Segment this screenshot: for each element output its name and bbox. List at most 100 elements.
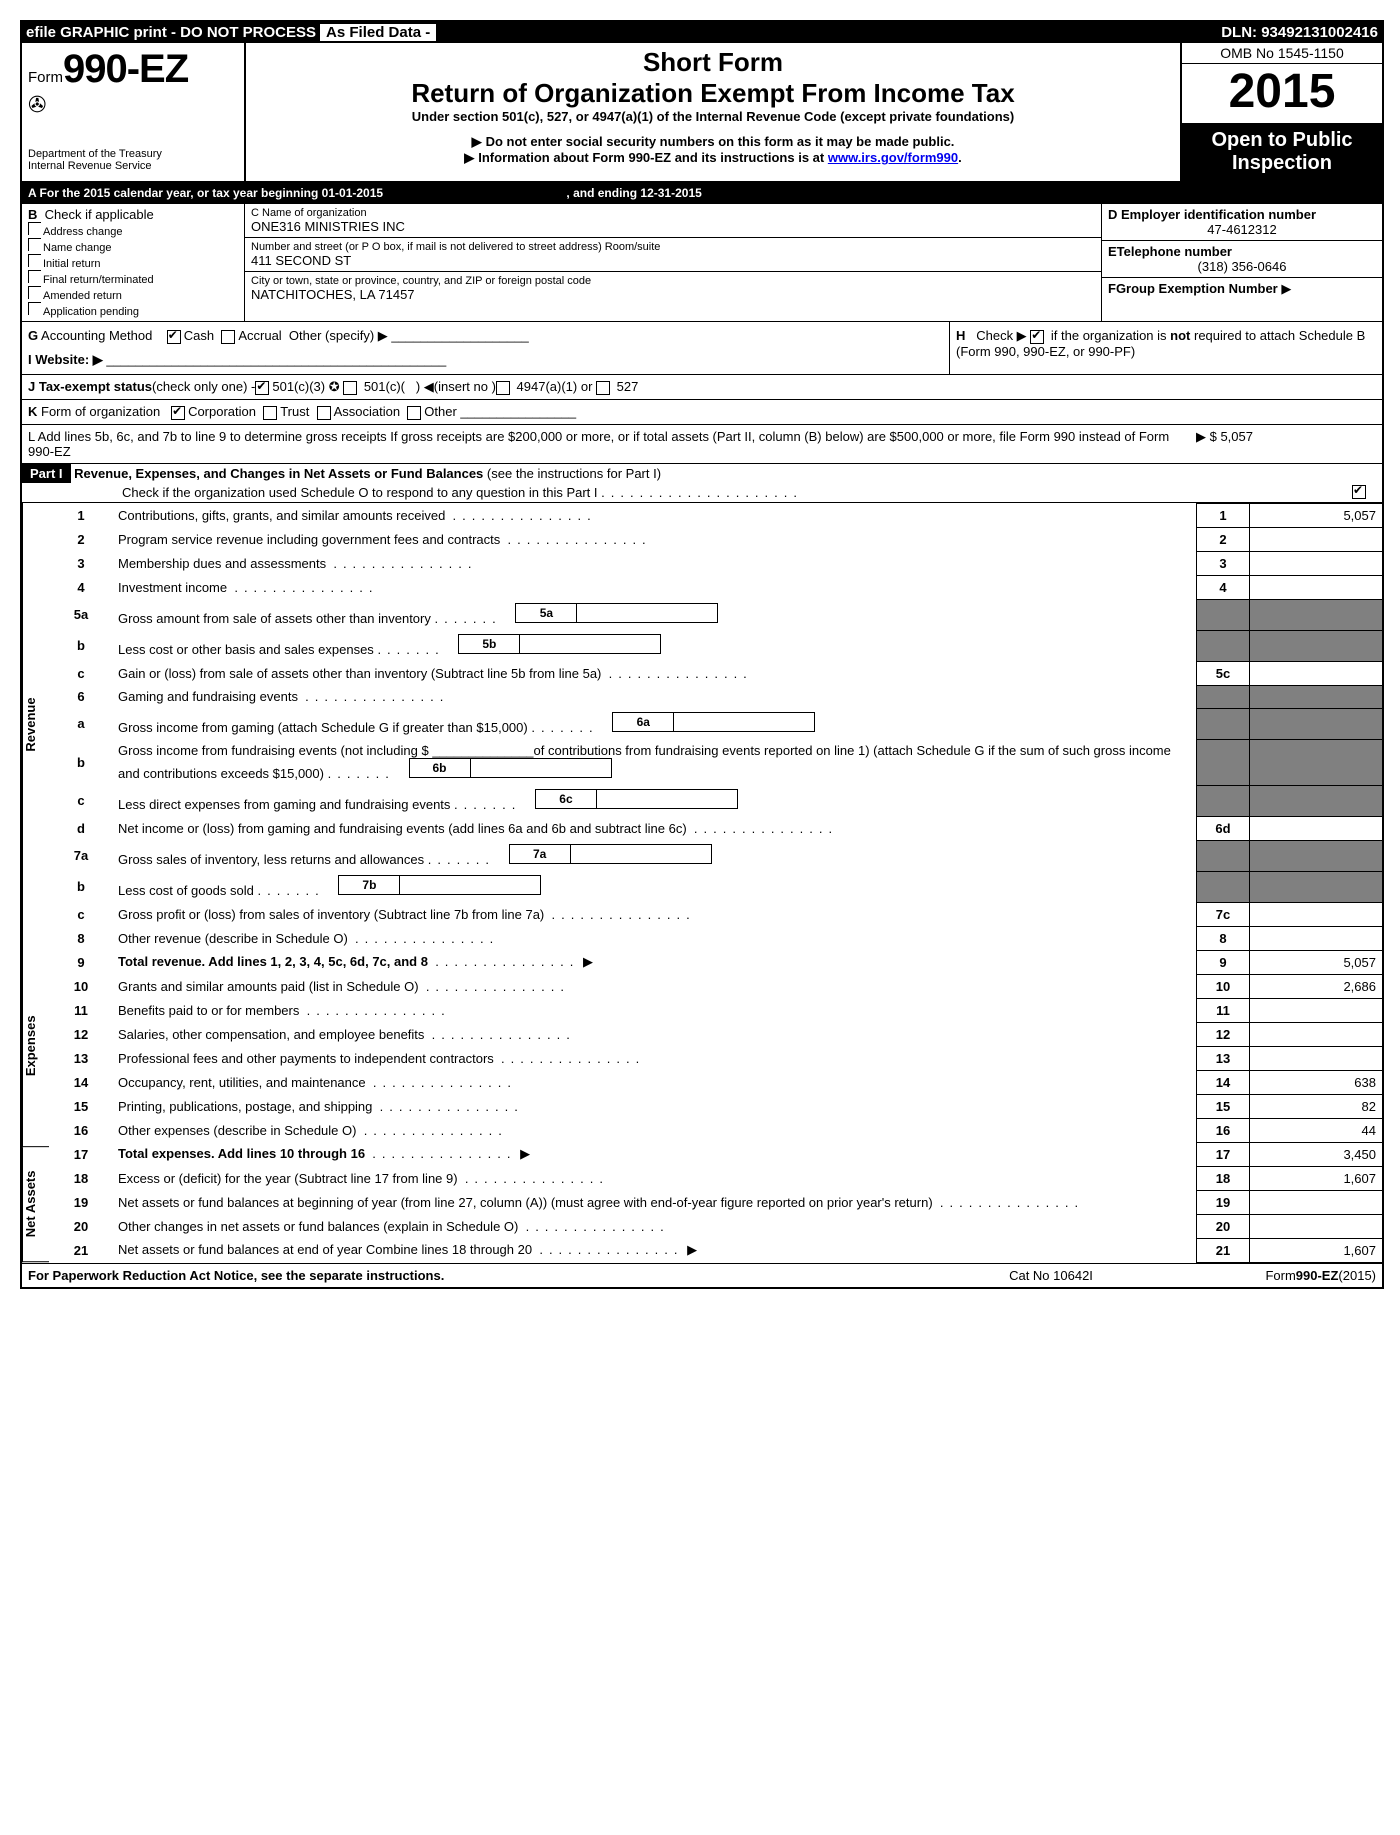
- 527-checkbox[interactable]: [596, 381, 610, 395]
- checkbox-icon[interactable]: [28, 254, 41, 267]
- line-box: [1197, 599, 1250, 630]
- line-desc: Other revenue (describe in Schedule O) .…: [112, 926, 1197, 950]
- line-number: 17: [50, 1142, 112, 1166]
- irs-link[interactable]: www.irs.gov/form990: [828, 150, 958, 165]
- box-b-item: Address change: [28, 222, 238, 238]
- row-l-amount: ▶ $ 5,057: [1176, 429, 1376, 459]
- row-l-text: L Add lines 5b, 6c, and 7b to line 9 to …: [28, 429, 1176, 459]
- line-row: 8Other revenue (describe in Schedule O) …: [50, 926, 1382, 950]
- line-row: 10Grants and similar amounts paid (list …: [50, 974, 1382, 998]
- 4947-checkbox[interactable]: [496, 381, 510, 395]
- line-desc: Salaries, other compensation, and employ…: [112, 1022, 1197, 1046]
- line-desc: Less direct expenses from gaming and fun…: [112, 785, 1197, 816]
- line-number: c: [50, 661, 112, 685]
- lines-table: 1Contributions, gifts, grants, and simil…: [50, 503, 1382, 1263]
- line-box: 19: [1197, 1190, 1250, 1214]
- line-number: d: [50, 816, 112, 840]
- line-box: [1197, 685, 1250, 708]
- line-amount: [1250, 708, 1383, 739]
- org-name: ONE316 MINISTRIES INC: [251, 219, 1095, 234]
- schedule-b-checkbox[interactable]: [1030, 330, 1044, 344]
- line-amount: [1250, 902, 1383, 926]
- line-box: [1197, 840, 1250, 871]
- dln-label: DLN: 93492131002416: [1221, 24, 1378, 41]
- line-amount: [1250, 527, 1383, 551]
- assoc-checkbox[interactable]: [317, 406, 331, 420]
- checkbox-icon[interactable]: [28, 286, 41, 299]
- line-desc: Gross income from fundraising events (no…: [112, 739, 1197, 785]
- line-row: 1Contributions, gifts, grants, and simil…: [50, 503, 1382, 527]
- line-amount: [1250, 599, 1383, 630]
- line-desc: Net assets or fund balances at beginning…: [112, 1190, 1197, 1214]
- corp-checkbox[interactable]: [171, 406, 185, 420]
- line-box: 10: [1197, 974, 1250, 998]
- line-desc: Gain or (loss) from sale of assets other…: [112, 661, 1197, 685]
- box-b: B Check if applicable Address changeName…: [22, 204, 245, 321]
- line-row: dNet income or (loss) from gaming and fu…: [50, 816, 1382, 840]
- line-amount: [1250, 871, 1383, 902]
- line-desc: Less cost of goods sold ....... 7b: [112, 871, 1197, 902]
- line-amount: [1250, 926, 1383, 950]
- line-amount: [1250, 998, 1383, 1022]
- line-amount: [1250, 1190, 1383, 1214]
- line-amount: [1250, 816, 1383, 840]
- line-amount: [1250, 575, 1383, 599]
- line-number: 18: [50, 1166, 112, 1190]
- line-desc: Occupancy, rent, utilities, and maintena…: [112, 1070, 1197, 1094]
- accrual-checkbox[interactable]: [221, 330, 235, 344]
- line-box: 5c: [1197, 661, 1250, 685]
- row-g: G Accounting Method Cash Accrual Other (…: [28, 328, 943, 344]
- line-number: 6: [50, 685, 112, 708]
- line-amount: 1,607: [1250, 1238, 1383, 1262]
- line-box: [1197, 785, 1250, 816]
- 501c3-checkbox[interactable]: [255, 381, 269, 395]
- other-checkbox[interactable]: [407, 406, 421, 420]
- line-box: 11: [1197, 998, 1250, 1022]
- return-title: Return of Organization Exempt From Incom…: [252, 78, 1174, 109]
- line-amount: [1250, 785, 1383, 816]
- line-box: [1197, 871, 1250, 902]
- line-row: 16Other expenses (describe in Schedule O…: [50, 1118, 1382, 1142]
- line-number: 20: [50, 1214, 112, 1238]
- line-row: bLess cost or other basis and sales expe…: [50, 630, 1382, 661]
- line-desc: Net assets or fund balances at end of ye…: [112, 1238, 1197, 1262]
- info-note-pre: Information about Form 990-EZ and its in…: [478, 150, 828, 165]
- checkbox-icon[interactable]: [28, 270, 41, 283]
- line-amount: [1250, 630, 1383, 661]
- line-row: 20Other changes in net assets or fund ba…: [50, 1214, 1382, 1238]
- schedule-o-checkbox[interactable]: [1352, 485, 1366, 499]
- checkbox-icon[interactable]: [28, 222, 41, 235]
- 501c-checkbox[interactable]: [343, 381, 357, 395]
- checkbox-icon[interactable]: [28, 302, 41, 315]
- part1-title: Revenue, Expenses, and Changes in Net As…: [74, 466, 483, 481]
- line-number: c: [50, 785, 112, 816]
- cash-checkbox[interactable]: [167, 330, 181, 344]
- line-row: cGross profit or (loss) from sales of in…: [50, 902, 1382, 926]
- header-row: Form990-EZ ✇ Department of the Treasury …: [22, 43, 1382, 183]
- revenue-label: Revenue: [22, 503, 49, 946]
- line-box: 17: [1197, 1142, 1250, 1166]
- line-desc: Gross profit or (loss) from sales of inv…: [112, 902, 1197, 926]
- line-row: 15Printing, publications, postage, and s…: [50, 1094, 1382, 1118]
- line-box: 18: [1197, 1166, 1250, 1190]
- line-number: 7a: [50, 840, 112, 871]
- line-row: 14Occupancy, rent, utilities, and mainte…: [50, 1070, 1382, 1094]
- trust-checkbox[interactable]: [263, 406, 277, 420]
- ssn-note: Do not enter social security numbers on …: [486, 134, 955, 149]
- line-amount: [1250, 1046, 1383, 1070]
- org-address: 411 SECOND ST: [251, 253, 1095, 268]
- as-filed-label: As Filed Data -: [320, 24, 436, 41]
- row-gh: G Accounting Method Cash Accrual Other (…: [22, 322, 1382, 375]
- line-box: [1197, 708, 1250, 739]
- line-desc: Other changes in net assets or fund bala…: [112, 1214, 1197, 1238]
- line-number: 12: [50, 1022, 112, 1046]
- ein-value: 47-4612312: [1108, 222, 1376, 237]
- line-row: 3Membership dues and assessments .......…: [50, 551, 1382, 575]
- footer-right: Form990-EZ(2015): [1176, 1268, 1376, 1283]
- c-addr-label: Number and street (or P O box, if mail i…: [251, 241, 1095, 253]
- line-box: 16: [1197, 1118, 1250, 1142]
- line-amount: 82: [1250, 1094, 1383, 1118]
- omb-number: OMB No 1545-1150: [1182, 43, 1382, 64]
- line-box: [1197, 630, 1250, 661]
- checkbox-icon[interactable]: [28, 238, 41, 251]
